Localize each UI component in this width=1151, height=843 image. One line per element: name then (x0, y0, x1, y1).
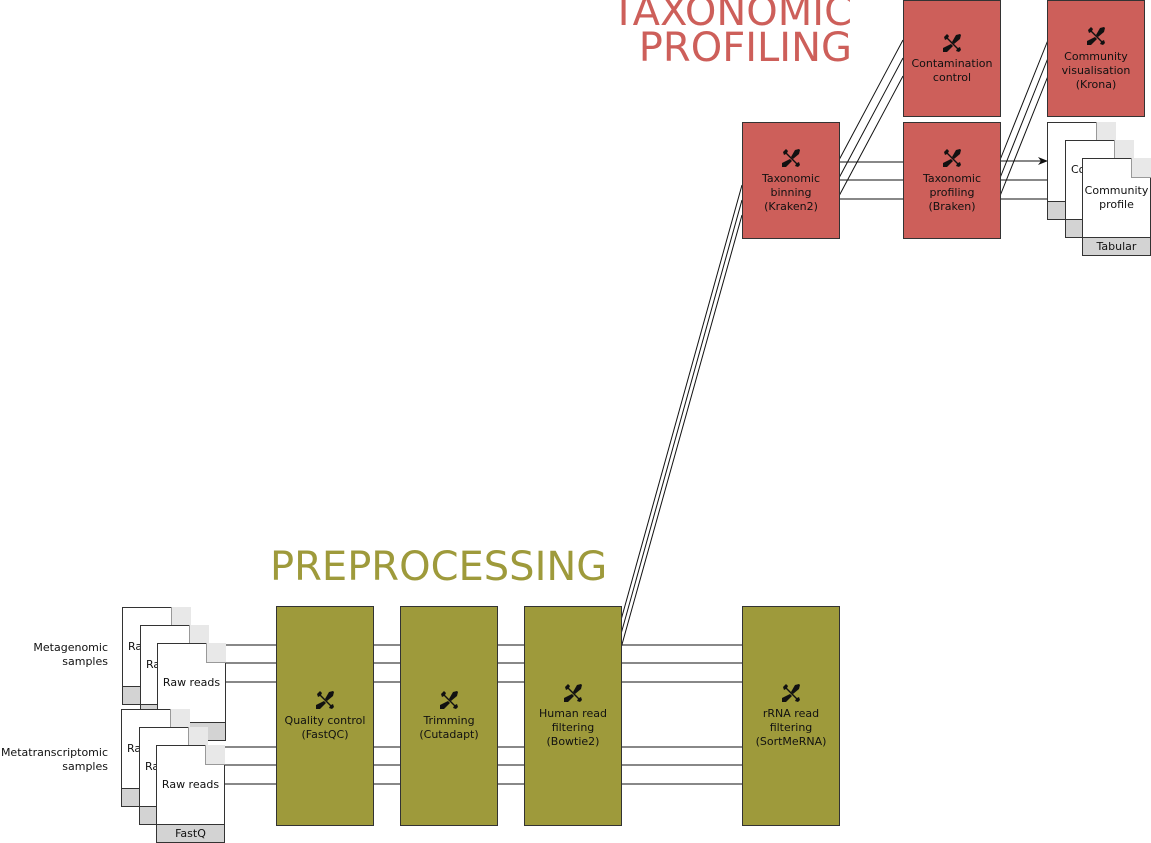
rrna-read-filtering-label: rRNA read filtering (SortMeRNA) (755, 707, 827, 748)
community-profile-file: Community profile Tabular (1082, 158, 1151, 256)
wrench-screwdriver-icon (564, 684, 582, 702)
metatranscriptomic-samples-label: Metatranscriptomic samples (0, 746, 108, 773)
taxonomic-binning-label: Taxonomic binning (Kraken2) (761, 171, 821, 213)
contamination-control-step[interactable]: Contamination control (903, 0, 1001, 117)
raw-reads-file-label: Ra (145, 760, 160, 773)
wrench-screwdriver-icon (782, 684, 800, 702)
rrna-read-filtering-step[interactable]: rRNA read filtering (SortMeRNA) (742, 606, 840, 826)
metagenomic-samples-label: Metagenomic samples (33, 641, 108, 668)
community-profile-file-label: Co (1071, 163, 1086, 176)
raw-reads-file-label: Raw reads (161, 778, 220, 791)
taxonomic-title-line2: PROFILING (638, 25, 852, 71)
taxonomic-profiling-label: Taxonomic profiling (Braken) (922, 171, 982, 213)
human-read-filtering-label: Human read filtering (Bowtie2) (539, 707, 607, 748)
taxonomic-binning-step[interactable]: Taxonomic binning (Kraken2) (742, 122, 840, 239)
raw-reads-file: Raw reads FastQ (156, 745, 225, 843)
wrench-screwdriver-icon (943, 33, 961, 52)
wrench-screwdriver-icon (440, 691, 458, 709)
raw-reads-file-label: Raw reads (162, 676, 221, 689)
wrench-screwdriver-icon (1087, 26, 1105, 45)
raw-reads-file-label: Ra (128, 640, 143, 653)
human-read-filtering-step[interactable]: Human read filtering (Bowtie2) (524, 606, 622, 826)
wrench-screwdriver-icon (782, 148, 800, 167)
taxonomic-title-line1: TAXONOMIC (611, 0, 852, 35)
raw-reads-file-label: Ra (127, 742, 142, 755)
wrench-screwdriver-icon (316, 691, 334, 709)
raw-reads-file-label: Ra (146, 658, 161, 671)
taxonomic-profiling-title: TAXONOMIC PROFILING (552, 0, 852, 71)
community-profile-file-label: Community profile (1084, 184, 1149, 211)
community-visualisation-step[interactable]: Community visualisation (Krona) (1047, 0, 1145, 117)
preprocessing-title: PREPROCESSING (270, 544, 608, 590)
community-visualisation-label: Community visualisation (Krona) (1061, 49, 1131, 91)
wrench-screwdriver-icon (943, 148, 961, 167)
taxonomic-profiling-step[interactable]: Taxonomic profiling (Braken) (903, 122, 1001, 239)
quality-control-label: Quality control (FastQC) (284, 714, 366, 741)
tabular-format-label: Tabular (1082, 237, 1151, 256)
contamination-control-label: Contamination control (911, 56, 993, 84)
quality-control-step[interactable]: Quality control (FastQC) (276, 606, 374, 826)
trimming-step[interactable]: Trimming (Cutadapt) (400, 606, 498, 826)
trimming-label: Trimming (Cutadapt) (419, 714, 479, 741)
